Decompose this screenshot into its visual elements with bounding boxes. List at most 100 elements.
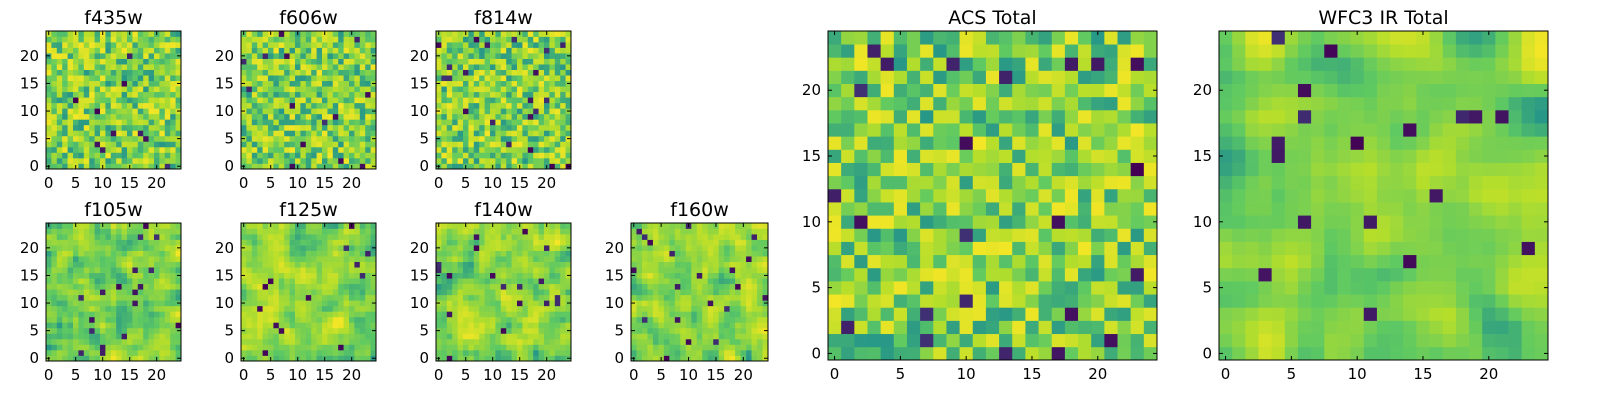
heatmap-cell (343, 305, 350, 312)
heatmap-cell (159, 64, 166, 70)
heatmap-cell (268, 256, 274, 262)
heatmap-cell (565, 267, 572, 274)
heatmap-cell (116, 42, 122, 48)
heatmap-cell (327, 102, 334, 109)
heatmap-cell (170, 261, 176, 268)
heatmap-cell (985, 294, 1000, 308)
heatmap-cell (1078, 346, 1092, 361)
heatmap-cell (273, 75, 280, 82)
heatmap-cell (452, 272, 458, 279)
heatmap-cell (121, 349, 128, 356)
heatmap-cell (511, 272, 518, 279)
heatmap-cell (289, 289, 296, 296)
heatmap-cell (354, 31, 361, 37)
heatmap-cell (463, 108, 469, 115)
heatmap-cell (127, 58, 133, 65)
heatmap-cell (1012, 149, 1026, 163)
heatmap-cell (241, 75, 247, 82)
heatmap-cell (560, 250, 566, 257)
heatmap-cell (441, 157, 448, 164)
heatmap-cell (522, 289, 529, 296)
heatmap-cell (446, 355, 453, 362)
heatmap-cell (1143, 346, 1158, 361)
heatmap-cell (83, 250, 90, 257)
heatmap-cell (446, 97, 453, 104)
heatmap-cell (110, 234, 117, 240)
heatmap-cell (137, 239, 144, 246)
heatmap-cell (522, 349, 529, 356)
heatmap-cell (538, 344, 545, 351)
heatmap-cell (490, 311, 496, 318)
heatmap-cell (669, 322, 676, 329)
heatmap-cell (56, 250, 63, 257)
heatmap-cell (828, 228, 842, 242)
heatmap-cell (724, 300, 730, 307)
heatmap-cell (127, 108, 133, 115)
heatmap-cell (322, 316, 328, 323)
heatmap-cell (893, 267, 908, 282)
heatmap-cell (322, 338, 328, 345)
heatmap-cell (332, 272, 339, 279)
heatmap-cell (148, 91, 155, 98)
heatmap-cell (170, 305, 176, 312)
heatmap-cell (554, 58, 561, 65)
heatmap-cell (251, 278, 258, 285)
heatmap-cell (67, 64, 74, 70)
heatmap-cell (332, 355, 339, 362)
heatmap-cell (1012, 320, 1026, 335)
heatmap-cell (468, 124, 475, 131)
heatmap-cell (718, 300, 725, 307)
heatmap-cell (565, 305, 572, 312)
heatmap-cell (517, 333, 523, 340)
heatmap-cell (468, 42, 475, 48)
heatmap-cell (262, 163, 269, 170)
heatmap-cell (62, 300, 68, 307)
heatmap-cell (132, 322, 139, 329)
heatmap-cell (121, 146, 128, 153)
heatmap-cell (241, 64, 247, 70)
heatmap-cell (89, 102, 95, 109)
heatmap-cell (251, 311, 258, 318)
heatmap-cell (663, 344, 670, 351)
heatmap-cell (511, 130, 518, 137)
heatmap-cell (920, 267, 934, 282)
heatmap-cell (83, 256, 90, 262)
heatmap-cell (322, 135, 328, 142)
heatmap-cell (51, 338, 58, 345)
heatmap-cell (175, 234, 182, 240)
heatmap-cell (724, 311, 730, 318)
heatmap-cell (332, 146, 339, 153)
heatmap-cell (669, 333, 676, 340)
heatmap-cell (83, 124, 90, 131)
heatmap-cell (241, 311, 247, 318)
heatmap-cell (1064, 202, 1079, 216)
heatmap-cell (757, 305, 763, 312)
heatmap-cell (680, 278, 687, 285)
heatmap-cell (110, 300, 117, 307)
heatmap-cell (511, 355, 518, 362)
heatmap-cell (867, 267, 881, 282)
heatmap-cell (735, 355, 741, 362)
heatmap-cell (137, 102, 144, 109)
heatmap-cell (631, 316, 637, 323)
heatmap-cell (284, 157, 290, 164)
heatmap-cell (370, 305, 377, 312)
heatmap-cell (724, 256, 730, 262)
heatmap-cell (170, 300, 176, 307)
heatmap-cell (713, 234, 720, 240)
heatmap-cell (62, 322, 68, 329)
heatmap-cell (370, 223, 377, 229)
heatmap-cell (468, 130, 475, 137)
heatmap-cell (517, 338, 523, 345)
heatmap-cell (137, 42, 144, 48)
heatmap-cell (121, 47, 128, 54)
heatmap-cell (522, 333, 529, 340)
heatmap-cell (338, 163, 344, 170)
heatmap-cell (73, 97, 79, 104)
heatmap-cell (751, 355, 758, 362)
heatmap-cell (241, 305, 247, 312)
heatmap-cell (446, 58, 453, 65)
heatmap-cell (316, 80, 323, 87)
heatmap-cell (1117, 162, 1132, 177)
